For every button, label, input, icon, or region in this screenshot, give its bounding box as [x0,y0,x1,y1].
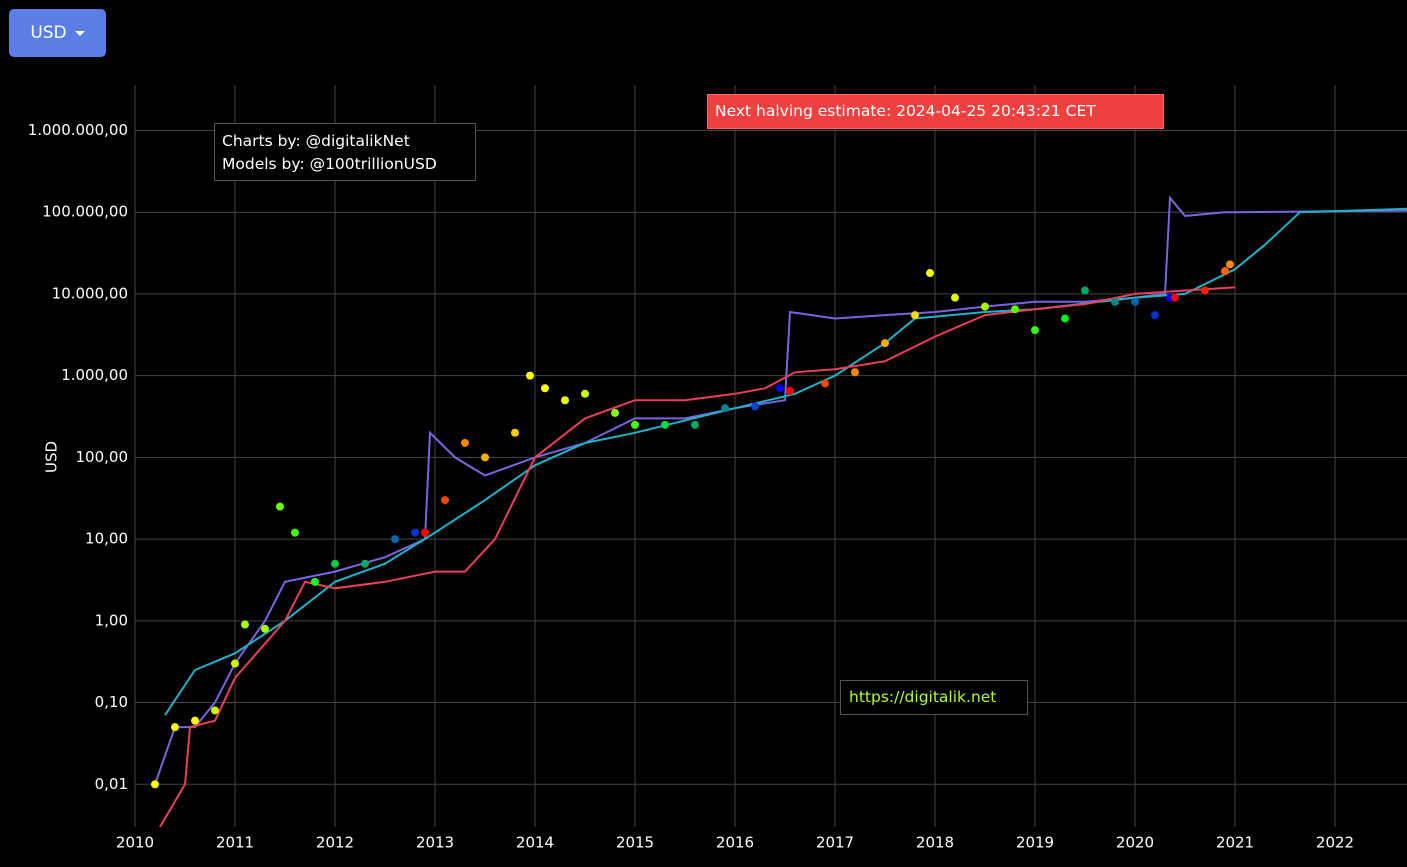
x-tick-label: 2016 [716,834,754,852]
price-point [951,293,959,302]
halving-text: Next halving estimate: 2024-04-25 20:43:… [715,102,1096,120]
model-line [164,207,1407,716]
model-line [154,195,1407,785]
y-tick-label: 1.000,00 [61,366,128,384]
price-point [291,528,299,537]
x-tick-label: 2014 [516,834,554,852]
y-tick-label: 100.000,00 [42,203,128,221]
price-point [391,535,399,544]
price-point [151,780,159,789]
price-point [171,723,179,732]
price-point [411,528,419,537]
x-tick-label: 2012 [316,834,354,852]
y-tick-label: 1.000.000,00 [28,121,128,139]
price-point [691,420,699,429]
x-tick-label: 2015 [616,834,654,852]
price-point [526,371,534,380]
model-line [159,286,1236,827]
y-tick-label: 0,01 [95,775,128,793]
x-tick-label: 2013 [416,834,454,852]
price-point [631,420,639,429]
price-point [276,502,284,511]
price-point [331,559,339,568]
price-point [926,269,934,278]
price-point [1226,260,1234,269]
price-point [481,453,489,462]
x-tick-label: 2011 [216,834,254,852]
credits-box: Charts by: @digitalikNet Models by: @100… [214,123,476,181]
price-point [541,384,549,393]
currency-button[interactable]: USD [9,9,106,57]
price-point [1171,293,1179,302]
price-point [881,339,889,348]
price-point [751,402,759,411]
price-point [191,716,199,725]
price-point [611,408,619,417]
price-point [1131,297,1139,306]
plot-area [151,195,1407,827]
price-point [1061,314,1069,323]
price-point [776,384,784,393]
price-point [661,420,669,429]
x-tick-label: 2010 [116,834,154,852]
price-point [441,496,449,505]
x-tick-label: 2018 [916,834,954,852]
price-point [1031,326,1039,335]
price-point [1111,297,1119,306]
x-tick-label: 2019 [1016,834,1054,852]
price-point [911,311,919,320]
button-label: USD [30,23,67,43]
x-tick-label: 2017 [816,834,854,852]
x-tick-label: 2021 [1216,834,1254,852]
credit-text: Models by: @100trillionUSD [222,155,437,173]
caret [74,30,85,36]
price-point [1201,286,1209,295]
price-point [786,386,794,395]
y-tick-label: 1,00 [95,611,128,629]
price-point [511,428,519,437]
price-point [241,620,249,629]
link-box: https://digitalik.net [840,680,1028,715]
price-point [231,659,239,668]
price-point [721,404,729,413]
price-point [261,624,269,633]
price-point [851,368,859,377]
price-point [981,302,989,311]
price-point [461,438,469,447]
y-axis-title: USD [43,441,61,473]
price-point [1151,311,1159,320]
y-tick-label: 0,10 [95,693,128,711]
price-point [561,396,569,405]
x-tick-label: 2020 [1116,834,1154,852]
link-text: https://digitalik.net [849,688,997,706]
halving-box: Next halving estimate: 2024-04-25 20:43:… [707,94,1164,129]
y-tick-label: 10.000,00 [52,284,128,302]
y-tick-label: 100,00 [76,448,129,466]
price-point [421,528,429,537]
price-point [211,706,219,715]
price-point [311,577,319,586]
price-point [361,559,369,568]
price-point [1011,305,1019,314]
x-tick-label: 2022 [1316,834,1354,852]
y-tick-label: 10,00 [85,530,128,548]
price-point [821,379,829,388]
price-point [581,389,589,398]
price-point [1081,286,1089,295]
price-point [1221,267,1229,276]
credit-text: Charts by: @digitalikNet [222,132,410,150]
